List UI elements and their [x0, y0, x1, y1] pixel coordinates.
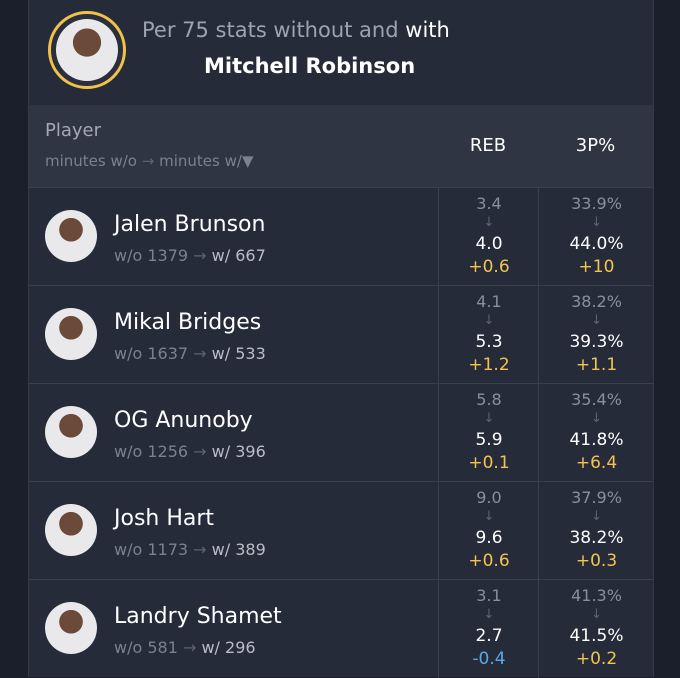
stat-with: 4.0 — [475, 234, 503, 254]
stat-header: 3P% — [575, 135, 616, 156]
stat-without: 41.3% — [571, 586, 622, 605]
player-row: Jalen Brunson w/o 1379 → w/ 667 3.4 ↓ 4.0 +0.… — [29, 187, 653, 286]
stat-with: 41.5% — [569, 626, 624, 646]
player-minutes: w/o 1256 → w/ 396 — [114, 442, 266, 461]
stat-arrow: ↓ — [483, 411, 495, 426]
stat-without: 3.1 — [476, 586, 502, 605]
stat-arrow: ↓ — [483, 313, 495, 328]
stat-delta: +0.6 — [468, 257, 510, 277]
stat-without: 38.2% — [571, 292, 622, 311]
stat-cell: 37.9% ↓ 38.2% +0.3 — [538, 482, 654, 580]
header-avatar — [56, 19, 118, 81]
player-minutes: w/o 1637 → w/ 533 — [114, 344, 266, 363]
stat-cell: 4.1 ↓ 5.3 +1.2 — [438, 286, 539, 384]
stat-without: 5.8 — [476, 390, 502, 409]
stat-with: 38.2% — [569, 528, 624, 548]
stat-delta: +0.1 — [468, 453, 510, 473]
title-text: Per 75 stats without and — [142, 18, 399, 42]
player-name: Mikal Bridges — [114, 310, 262, 335]
stat-header: REB — [469, 135, 507, 156]
header-title: Per 75 stats without and with — [142, 18, 450, 42]
player-avatar — [45, 504, 97, 556]
panel: Per 75 stats without and with Mitchell R… — [28, 0, 654, 678]
player-row: Landry Shamet w/o 581 → w/ 296 3.1 ↓ 2.7 -0.4… — [29, 579, 653, 678]
stat-arrow: ↓ — [483, 509, 495, 524]
minutes-header: minutes w/o → minutes w/▼ — [45, 152, 254, 170]
minutes-without: w/o 1379 — [114, 246, 189, 265]
stat-arrow: ↓ — [591, 411, 602, 426]
stat-arrow: ↓ — [591, 509, 602, 524]
player-row: Josh Hart w/o 1173 → w/ 389 9.0 ↓ 9.6 +0.6 37.… — [29, 481, 653, 580]
player-name: Landry Shamet — [114, 604, 282, 629]
stat-cell: 9.0 ↓ 9.6 +0.6 — [438, 482, 539, 580]
stat-delta: +0.2 — [575, 649, 618, 669]
stat-cell: 35.4% ↓ 41.8% +6.4 — [538, 384, 654, 482]
stat-without: 9.0 — [476, 488, 502, 507]
title-emphasis: with — [405, 18, 450, 42]
minutes-without: w/o 1256 — [114, 442, 189, 461]
player-minutes: w/o 1379 → w/ 667 — [114, 246, 266, 265]
minutes-without: w/o 1173 — [114, 540, 189, 559]
minutes-without-header: minutes w/o — [45, 152, 137, 170]
stat-with: 39.3% — [569, 332, 624, 352]
stat-arrow: ↓ — [483, 607, 495, 622]
stat-delta: +10 — [578, 257, 615, 277]
stat-arrow: ↓ — [591, 313, 602, 328]
stat-arrow: ↓ — [483, 215, 495, 230]
stat-with: 5.9 — [475, 430, 503, 450]
stat-arrow: ↓ — [591, 607, 602, 622]
player-avatar — [45, 406, 97, 458]
stat-without: 35.4% — [571, 390, 622, 409]
header-subject: Mitchell Robinson — [204, 54, 416, 78]
player-avatar — [45, 210, 97, 262]
minutes-with-header[interactable]: minutes w/ — [159, 152, 242, 170]
stat-cell: 3.4 ↓ 4.0 +0.6 — [438, 188, 539, 286]
stat-with: 5.3 — [475, 332, 503, 352]
stat-cell: 3.1 ↓ 2.7 -0.4 — [438, 580, 539, 678]
stat-cell: 41.3% ↓ 41.5% +0.2 — [538, 580, 654, 678]
player-row: OG Anunoby w/o 1256 → w/ 396 5.8 ↓ 5.9 +0.1 35… — [29, 383, 653, 482]
stat-with: 2.7 — [475, 626, 503, 646]
header-avatar-ring — [48, 11, 126, 89]
minutes-with: w/ 389 — [211, 540, 266, 559]
minutes-with: w/ 533 — [211, 344, 266, 363]
stat-delta: +1.2 — [468, 355, 510, 375]
stat-with: 9.6 — [475, 528, 503, 548]
stat-without: 33.9% — [571, 194, 622, 213]
player-header: Player — [45, 120, 102, 141]
stat-arrow: ↓ — [591, 215, 602, 230]
minutes-without: w/o 581 — [114, 638, 178, 657]
stat-cell: 38.2% ↓ 39.3% +1.1 — [538, 286, 654, 384]
player-name: Jalen Brunson — [114, 212, 266, 237]
player-avatar — [45, 308, 97, 360]
stat-delta: +0.6 — [468, 551, 510, 571]
stat-cell: 33.9% ↓ 44.0% +10 — [538, 188, 654, 286]
minutes-with: w/ 396 — [211, 442, 266, 461]
stat-with: 44.0% — [569, 234, 624, 254]
minutes-with: w/ 296 — [201, 638, 256, 657]
table-header: Player minutes w/o → minutes w/▼ REB 3P% — [29, 105, 653, 187]
player-name: OG Anunoby — [114, 408, 253, 433]
stat-with: 41.8% — [569, 430, 624, 450]
stat-without: 4.1 — [476, 292, 502, 311]
stat-without: 3.4 — [476, 194, 502, 213]
stat-without: 37.9% — [571, 488, 622, 507]
minutes-with: w/ 667 — [211, 246, 266, 265]
player-minutes: w/o 1173 → w/ 389 — [114, 540, 266, 559]
player-avatar — [45, 602, 97, 654]
stat-delta: +0.3 — [575, 551, 618, 571]
minutes-without: w/o 1637 — [114, 344, 189, 363]
player-row: Mikal Bridges w/o 1637 → w/ 533 4.1 ↓ 5.3 +1.… — [29, 285, 653, 384]
stat-delta: -0.4 — [472, 649, 506, 669]
player-minutes: w/o 581 → w/ 296 — [114, 638, 256, 657]
stat-cell: 5.8 ↓ 5.9 +0.1 — [438, 384, 539, 482]
stat-delta: +1.1 — [575, 355, 618, 375]
stat-delta: +6.4 — [575, 453, 618, 473]
player-name: Josh Hart — [114, 506, 215, 531]
